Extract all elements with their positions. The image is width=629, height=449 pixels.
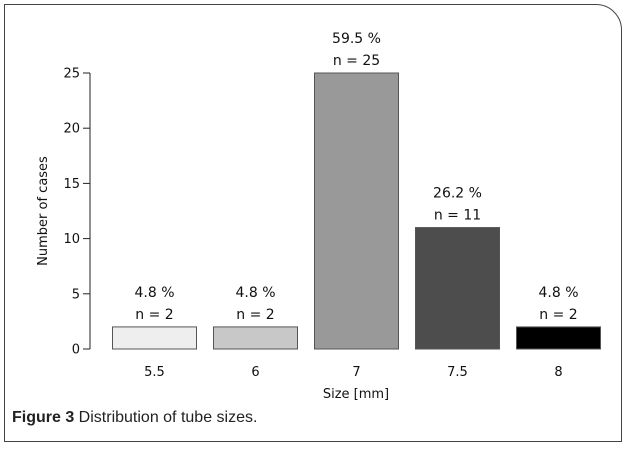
bars: n = 2 4.8 % n = 2 4.8 % n = 25 59.5 % n = 11 26…: [112, 31, 601, 350]
y-tick-label: 10: [63, 232, 80, 247]
y-tick-label: 25: [63, 67, 80, 82]
x-tick-label: 7: [352, 365, 360, 380]
data-label-percent: 4.8 %: [134, 285, 174, 301]
data-label-n: n = 25: [333, 53, 380, 69]
y-tick-label: 20: [63, 122, 80, 137]
data-label-percent: 59.5 %: [332, 31, 381, 47]
y-tick-label: 0: [72, 343, 80, 358]
data-label-percent: 26.2 %: [433, 186, 482, 202]
bar: [112, 326, 197, 350]
x-tick-label: 7.5: [447, 365, 468, 380]
data-label-n: n = 2: [135, 307, 173, 323]
data-label-n: n = 2: [236, 307, 274, 323]
x-axis-label: Size [mm]: [323, 387, 389, 402]
data-label-n: n = 2: [539, 307, 577, 323]
bar: [516, 326, 601, 350]
x-tick-label: 5.5: [144, 365, 165, 380]
data-label-percent: 4.8 %: [538, 285, 578, 301]
data-label-n: n = 11: [434, 208, 481, 224]
y-axis: 0 5 10 15 20 25: [63, 67, 91, 358]
bar: [213, 326, 298, 350]
y-tick-label: 15: [63, 177, 80, 192]
y-tick-label: 5: [72, 287, 80, 302]
figure-caption: Figure 3 Distribution of tube sizes.: [12, 409, 257, 427]
x-tick-label: 8: [554, 365, 562, 380]
bar: [415, 227, 500, 350]
figure-frame: [4, 4, 622, 442]
bar: [314, 72, 399, 350]
figure-number: Figure 3: [12, 409, 75, 426]
caption-text: Distribution of tube sizes.: [74, 409, 258, 426]
x-tick-label: 6: [251, 365, 259, 380]
data-label-percent: 4.8 %: [235, 285, 275, 301]
x-axis-ticks: 5.5 6 7 7.5 8: [144, 365, 562, 380]
y-axis-label: Number of cases: [36, 156, 51, 266]
